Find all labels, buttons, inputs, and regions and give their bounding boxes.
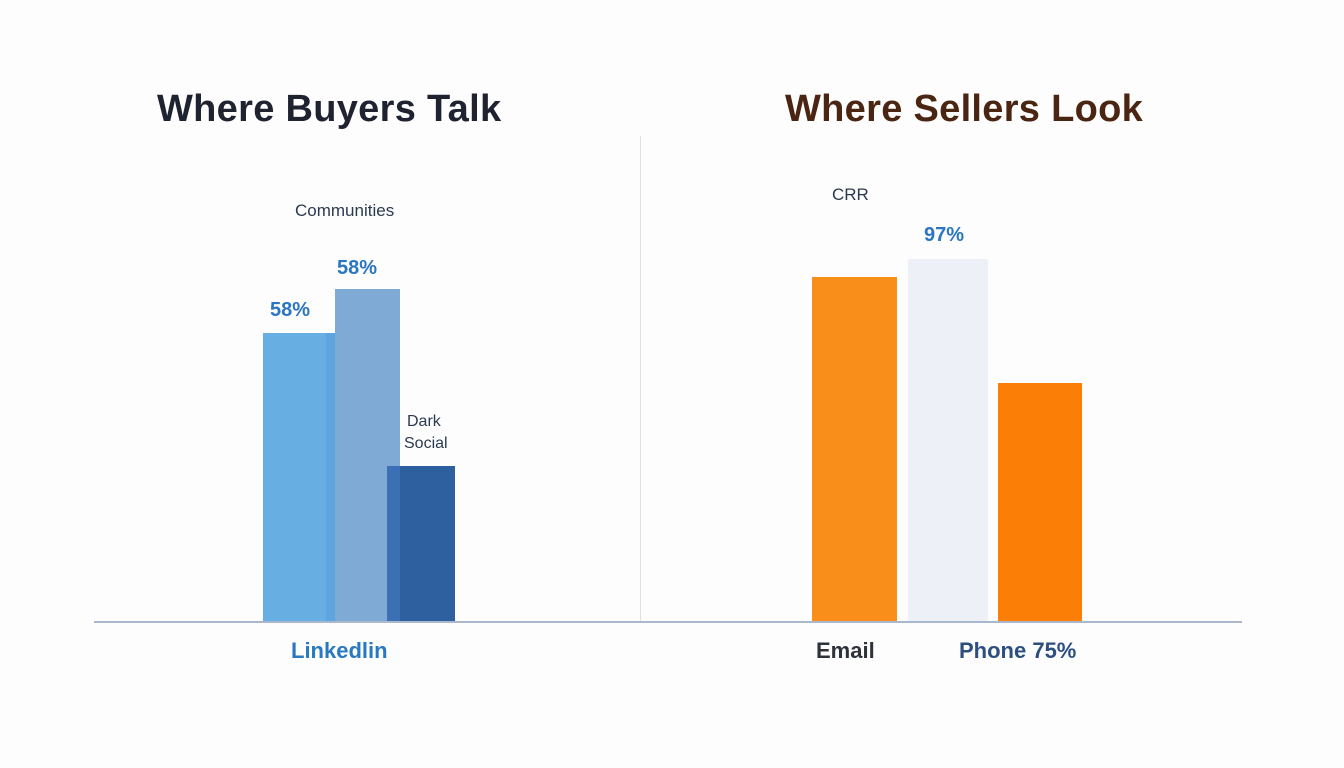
- bar-phone: [998, 383, 1082, 621]
- linkedin-axis-label: Linkedlin: [291, 638, 388, 663]
- bar-dark-social-edge: [387, 466, 400, 621]
- bar-crr: [908, 259, 988, 621]
- bar1-value-label: 58%: [270, 299, 311, 321]
- dark-social-label-line2: Social: [404, 435, 448, 452]
- bar-email: [812, 277, 897, 621]
- crr-label: CRR: [832, 185, 869, 204]
- bar-linkedin: [263, 333, 335, 621]
- crr-value-label: 97%: [924, 224, 965, 246]
- x-axis-baseline: [94, 621, 1242, 623]
- email-axis-label: Email: [816, 638, 875, 663]
- bar-linkedin-edge: [326, 333, 335, 621]
- phone-axis-label: Phone 75%: [959, 638, 1077, 663]
- left-chart-title: Where Buyers Talk: [157, 88, 502, 130]
- right-chart-title: Where Sellers Look: [785, 88, 1144, 130]
- bar2-value-label: 58%: [337, 257, 378, 279]
- dark-social-label-line1: Dark: [407, 413, 441, 430]
- communities-label: Communities: [295, 201, 395, 220]
- center-divider: [640, 136, 641, 622]
